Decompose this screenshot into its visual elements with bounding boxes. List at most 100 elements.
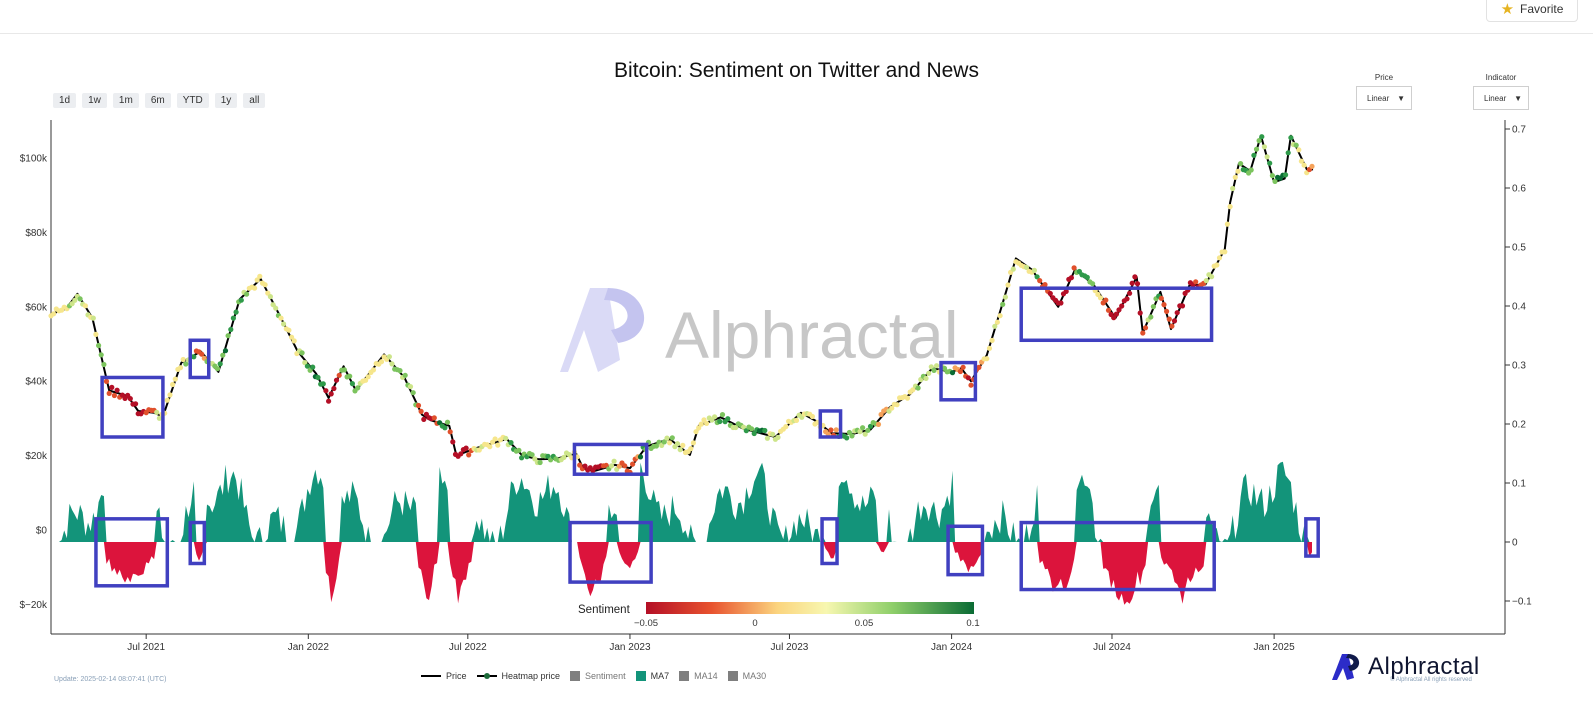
- heatmap-price-point: [1124, 296, 1130, 302]
- heatmap-price-point: [72, 297, 78, 303]
- heatmap-price-point: [267, 294, 273, 300]
- legend-item-sentiment[interactable]: Sentiment: [570, 671, 626, 681]
- heatmap-price-point: [463, 445, 469, 451]
- heatmap-price-point: [677, 447, 683, 453]
- heatmap-price-point: [431, 415, 437, 421]
- watermark-text: Alphractal: [665, 298, 959, 372]
- x-tick-label: Jul 2022: [449, 642, 487, 653]
- heatmap-price-point: [421, 416, 427, 422]
- heatmap-price-point: [407, 384, 414, 390]
- heatmap-price-point: [516, 447, 522, 453]
- heatmap-price-point: [1293, 142, 1299, 148]
- indicator-scale-group: Indicator Linear ▼: [1473, 73, 1529, 110]
- heatmap-price-point: [1169, 323, 1175, 329]
- heatmap-price-point: [299, 350, 305, 356]
- heatmap-price-point: [164, 397, 170, 403]
- colorbar-tick: 0.1: [966, 618, 979, 629]
- heatmap-price-point: [1137, 310, 1143, 316]
- heatmap-price-point: [1230, 185, 1236, 192]
- legend-item-ma14[interactable]: MA14: [679, 671, 718, 681]
- range-button-ytd[interactable]: YTD: [176, 93, 209, 108]
- heatmap-price-point: [1296, 147, 1302, 153]
- brand-name: Alphractal: [1368, 653, 1480, 680]
- legend-item-ma30[interactable]: MA30: [727, 671, 766, 681]
- heatmap-price-point: [450, 439, 456, 445]
- heatmap-price-point: [154, 409, 160, 415]
- heatmap-price-point: [1222, 249, 1228, 255]
- dropdown-arrow-icon: ▼: [1397, 93, 1405, 103]
- heatmap-price-point: [775, 434, 781, 440]
- heatmap-price-point: [1084, 274, 1090, 280]
- heatmap-price-point: [1193, 279, 1199, 285]
- range-button-1y[interactable]: 1y: [214, 93, 238, 108]
- heatmap-price-point: [458, 451, 464, 457]
- heatmap-price-point: [1111, 315, 1117, 321]
- range-button-all[interactable]: all: [243, 93, 266, 108]
- heatmap-price-point: [1047, 290, 1053, 297]
- x-axis-ticks: Jul 2021 Jan 2022 Jul 2022 Jan 2023 Jul 2023…: [127, 634, 1295, 653]
- right-tick-label: 0: [1512, 538, 1518, 549]
- heatmap-price-point: [809, 413, 816, 420]
- legend-line-icon: [421, 675, 441, 677]
- heatmap-price-point: [341, 367, 347, 373]
- range-button-6m[interactable]: 6m: [144, 93, 171, 108]
- heatmap-price-point: [637, 454, 644, 460]
- heatmap-price-point: [220, 352, 226, 358]
- legend-label: Heatmap price: [501, 671, 561, 681]
- heatmap-price-point: [669, 435, 675, 441]
- heatmap-price-point: [926, 370, 932, 376]
- heatmap-price-point: [1134, 281, 1141, 287]
- heatmap-price-point: [90, 315, 96, 321]
- heatmap-price-point: [51, 311, 57, 317]
- heatmap-price-point: [741, 424, 747, 430]
- heatmap-price-point: [1113, 311, 1119, 317]
- heatmap-price-point: [347, 373, 353, 379]
- heatmap-price-point: [1103, 297, 1109, 303]
- star-icon: ★: [1500, 0, 1515, 18]
- price-scale-select[interactable]: Linear ▼: [1356, 86, 1412, 110]
- heatmap-price-point: [688, 446, 694, 452]
- heatmap-price-point: [278, 315, 284, 321]
- heatmap-price-point: [1002, 294, 1009, 300]
- legend-line-dot-icon: [476, 673, 497, 679]
- watermark-logo-a: [560, 288, 620, 372]
- heatmap-price-point: [1164, 308, 1170, 314]
- indicator-scale-select[interactable]: Linear ▼: [1473, 86, 1529, 110]
- heatmap-price-point: [225, 333, 231, 339]
- legend-item-ma7[interactable]: MA7: [635, 671, 669, 681]
- range-button-1w[interactable]: 1w: [82, 93, 107, 108]
- legend-item-heatmap-price[interactable]: Heatmap price: [476, 671, 561, 681]
- favorite-button[interactable]: ★ Favorite: [1486, 0, 1578, 22]
- heatmap-price-point: [701, 417, 707, 423]
- heatmap-price-point: [199, 351, 205, 357]
- heatmap-price-point: [849, 433, 855, 439]
- right-tick-label: 0.3: [1512, 361, 1526, 372]
- highlight-box: [568, 520, 653, 584]
- heatmap-price-point: [172, 376, 178, 382]
- heatmap-price-point: [653, 443, 660, 449]
- heatmap-price-point: [336, 372, 342, 378]
- heatmap-price-point: [487, 444, 493, 450]
- heatmap-price-point: [1023, 264, 1030, 270]
- highlight-box: [100, 375, 165, 439]
- heatmap-price-point: [1037, 278, 1043, 284]
- heatmap-price-point: [1256, 138, 1262, 144]
- x-tick-label: Jul 2023: [771, 642, 809, 653]
- sentiment-ma7-area: [51, 461, 1313, 605]
- heatmap-price-point: [561, 454, 567, 460]
- range-button-1m[interactable]: 1m: [112, 93, 139, 108]
- heatmap-price-point: [1090, 281, 1096, 287]
- heatmap-price-point: [315, 374, 321, 381]
- range-button-1d[interactable]: 1d: [53, 93, 77, 108]
- heatmap-price-point: [949, 370, 956, 376]
- heatmap-price-point: [1209, 274, 1215, 280]
- heatmap-price-point: [1285, 150, 1291, 156]
- heatmap-price-point: [994, 319, 1001, 325]
- heatmap-price-point: [98, 352, 104, 358]
- heatmap-price-point: [389, 361, 395, 367]
- brand-logo-icon: [1332, 654, 1360, 680]
- legend-item-price[interactable]: Price: [421, 671, 467, 681]
- heatmap-price-point: [323, 388, 329, 394]
- heatmap-price-point: [82, 303, 88, 309]
- x-tick-label: Jan 2022: [288, 642, 330, 653]
